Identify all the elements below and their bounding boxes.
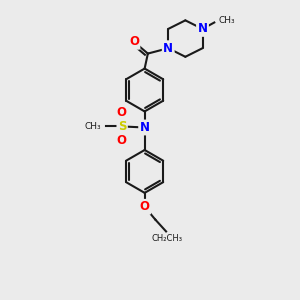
Text: O: O [140,200,150,213]
Text: CH₂CH₃: CH₂CH₃ [152,234,183,243]
Text: N: N [197,22,208,35]
Text: O: O [129,35,139,48]
Text: CH₃: CH₃ [85,122,101,131]
Text: S: S [118,120,126,133]
Text: N: N [140,121,150,134]
Text: CH₃: CH₃ [218,16,235,25]
Text: O: O [116,106,126,119]
Text: O: O [116,134,126,147]
Text: N: N [163,42,173,55]
